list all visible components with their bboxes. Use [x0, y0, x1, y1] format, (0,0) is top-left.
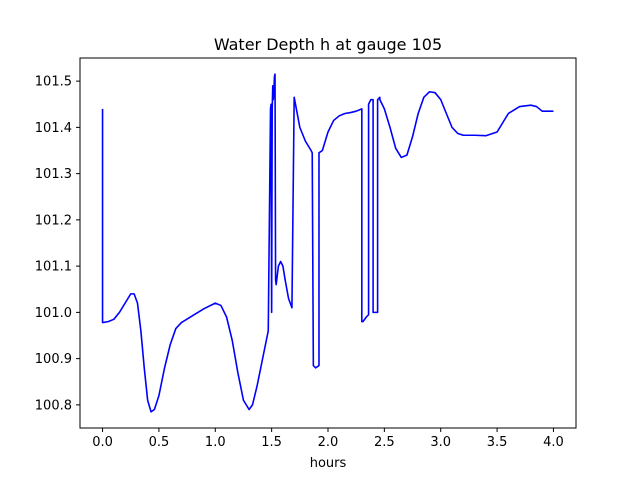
- x-axis-label: hours: [310, 456, 347, 471]
- x-tick-label: 4.0: [543, 435, 564, 450]
- y-tick-label: 100.8: [35, 398, 72, 413]
- y-tick-label: 101.4: [35, 121, 72, 136]
- x-tick-label: 2.5: [374, 435, 395, 450]
- chart-title: Water Depth h at gauge 105: [214, 35, 442, 54]
- y-tick-label: 101.3: [35, 167, 72, 182]
- x-tick-label: 2.0: [318, 435, 339, 450]
- x-tick-label: 0.0: [92, 435, 113, 450]
- series-layer: [101, 73, 554, 413]
- y-tick-label: 101.5: [35, 75, 72, 90]
- x-tick-label: 3.0: [430, 435, 451, 450]
- y-tick-label: 100.9: [35, 352, 72, 367]
- x-tick-label: 1.0: [205, 435, 226, 450]
- plot-frame: [79, 57, 577, 429]
- series-line-0: [101, 73, 554, 413]
- x-tick-label: 3.5: [487, 435, 508, 450]
- ticks-layer: 0.0 0.5 1.0 1.5 2.0 2.5 3.0 3.5 4.0 100.8 100.9 101…: [35, 75, 564, 450]
- y-tick-label: 101.1: [35, 260, 72, 275]
- x-tick-label: 0.5: [149, 435, 170, 450]
- y-tick-label: 101.2: [35, 213, 72, 228]
- y-tick-label: 101.0: [35, 306, 72, 321]
- x-tick-label: 1.5: [261, 435, 282, 450]
